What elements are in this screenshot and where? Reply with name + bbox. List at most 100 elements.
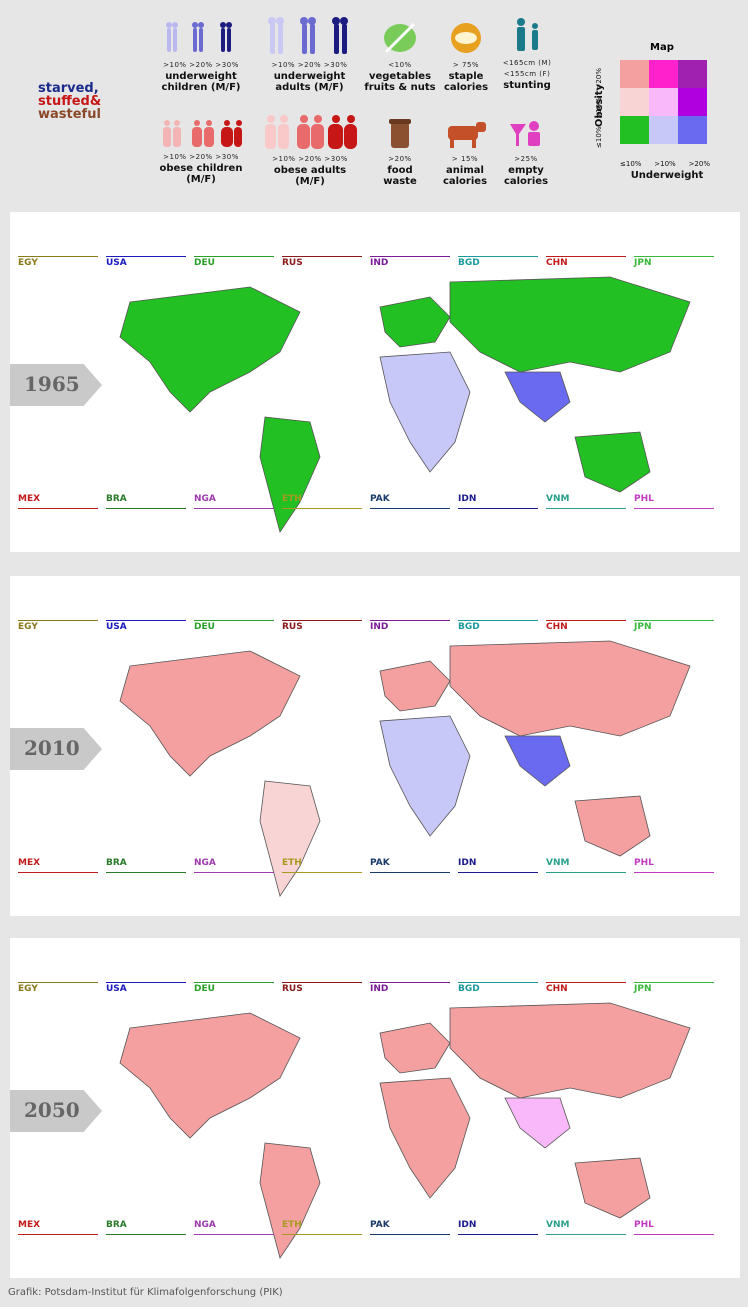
country-code-egy: EGY (18, 258, 38, 268)
country-code-chn: CHN (546, 622, 568, 632)
world-map (119, 1002, 691, 1259)
legend-animal: > 15% animal calories (432, 120, 498, 187)
legend-pct: >20% (388, 155, 412, 163)
country-code-bra: BRA (106, 858, 127, 868)
underweight-adults-icon (267, 17, 348, 54)
obese-children-icon (163, 120, 242, 147)
country-underline (106, 620, 186, 621)
legend-food-waste: >20% food waste (372, 116, 428, 187)
logo-line1: starved, (38, 81, 99, 96)
country-code-mex: MEX (18, 1220, 41, 1230)
country-underline (546, 256, 626, 257)
region-south-asia (504, 371, 571, 423)
country-code-ind: IND (370, 984, 389, 994)
country-underline (458, 872, 538, 873)
legend-underweight-adults: >10% >20% >30% underweight adults (M/F) (262, 16, 357, 93)
country-code-usa: USA (106, 622, 127, 632)
country-code-ind: IND (370, 258, 389, 268)
vegetables-icon (384, 22, 416, 54)
stunting-icon (517, 18, 538, 51)
legend-pct: > 15% (451, 155, 479, 163)
year-tag: 2050 (10, 1090, 102, 1132)
legend-pct: >10% >20% >30% (271, 61, 348, 69)
region-south-america (259, 1142, 321, 1259)
legend-pct: <10% (388, 61, 412, 69)
region-africa (379, 715, 471, 837)
country-code-mex: MEX (18, 858, 41, 868)
country-underline (370, 620, 450, 621)
region-australia (574, 795, 651, 857)
matrix-cell (678, 88, 707, 116)
legend-label: underweight adults (M/F) (273, 71, 346, 93)
country-code-pak: PAK (370, 494, 390, 504)
matrix-cell (649, 88, 678, 116)
legend-underweight-children: >10% >20% >30% underweight children (M/F… (155, 20, 247, 93)
y-tick: >10% (595, 97, 603, 119)
country-code-usa: USA (106, 258, 127, 268)
matrix-cell (649, 116, 678, 144)
region-asia (449, 1002, 691, 1099)
matrix-y-ticks: ≤10% >10% >20% (595, 68, 603, 148)
legend-label: staple calories (443, 71, 489, 93)
country-code-vnm: VNM (546, 858, 570, 868)
trash-can-icon (389, 119, 411, 148)
country-code-egy: EGY (18, 622, 38, 632)
country-underline (634, 872, 714, 873)
country-underline (634, 508, 714, 509)
cow-icon (448, 122, 486, 148)
country-underline (194, 256, 274, 257)
country-code-egy: EGY (18, 984, 38, 994)
country-underline (106, 872, 186, 873)
year-label: 1965 (24, 372, 80, 396)
country-code-ind: IND (370, 622, 389, 632)
legend-label: underweight children (M/F) (161, 71, 241, 93)
country-underline (634, 620, 714, 621)
country-underline (194, 508, 274, 509)
legend-obese-children: >10% >20% >30% obese children (M/F) (155, 118, 247, 185)
country-code-bgd: BGD (458, 622, 480, 632)
year-label: 2050 (24, 1098, 80, 1122)
legend-pct: >10% >20% >30% (163, 61, 239, 69)
country-underline (18, 982, 98, 983)
country-underline (194, 982, 274, 983)
country-code-eth: ETH (282, 1220, 302, 1230)
legend-obese-adults: >10% >20% >30% obese adults (M/F) (262, 114, 358, 187)
region-north-america (119, 286, 301, 413)
region-north-america (119, 650, 301, 777)
map-panel-2010: 2010 EGY USA DEU RUS IND BGD CHN JPN MEX BRA NGA ETH… (10, 576, 740, 916)
obese-adults-icon (265, 115, 357, 149)
country-underline (18, 1234, 98, 1235)
country-underline (282, 1234, 362, 1235)
country-code-phl: PHL (634, 858, 654, 868)
country-underline (106, 508, 186, 509)
legend-label: animal calories (442, 165, 488, 187)
map-panel-1965: 1965 EGY USA DEU RUS IND BGD CHN JPN MEX BRA NGA ETH… (10, 212, 740, 552)
country-underline (282, 256, 362, 257)
country-code-vnm: VNM (546, 1220, 570, 1230)
y-tick: ≤10% (595, 126, 603, 148)
country-underline (282, 508, 362, 509)
legend-label: obese children (M/F) (159, 163, 243, 185)
underweight-children-icon (166, 22, 232, 52)
world-map (119, 276, 691, 533)
legend-vegetables: <10% vegetables fruits & nuts (364, 20, 436, 93)
legend-label: vegetables fruits & nuts (364, 71, 436, 93)
world-map (119, 640, 691, 897)
country-code-jpn: JPN (634, 984, 652, 994)
legend-label: stunting (503, 80, 551, 91)
country-code-jpn: JPN (634, 622, 652, 632)
country-underline (18, 256, 98, 257)
matrix-cell (678, 116, 707, 144)
country-underline (546, 508, 626, 509)
matrix-cell (620, 116, 649, 144)
region-south-america (259, 780, 321, 897)
legend-label: obese adults (M/F) (273, 165, 347, 187)
matrix-x-label: Underweight (630, 170, 704, 181)
legend-pct: >10% >20% >30% (163, 153, 239, 161)
country-underline (370, 872, 450, 873)
matrix-title: Map (650, 42, 674, 53)
country-underline (106, 256, 186, 257)
region-africa (379, 1077, 471, 1199)
country-code-usa: USA (106, 984, 127, 994)
empty-calories-icon (510, 121, 540, 146)
